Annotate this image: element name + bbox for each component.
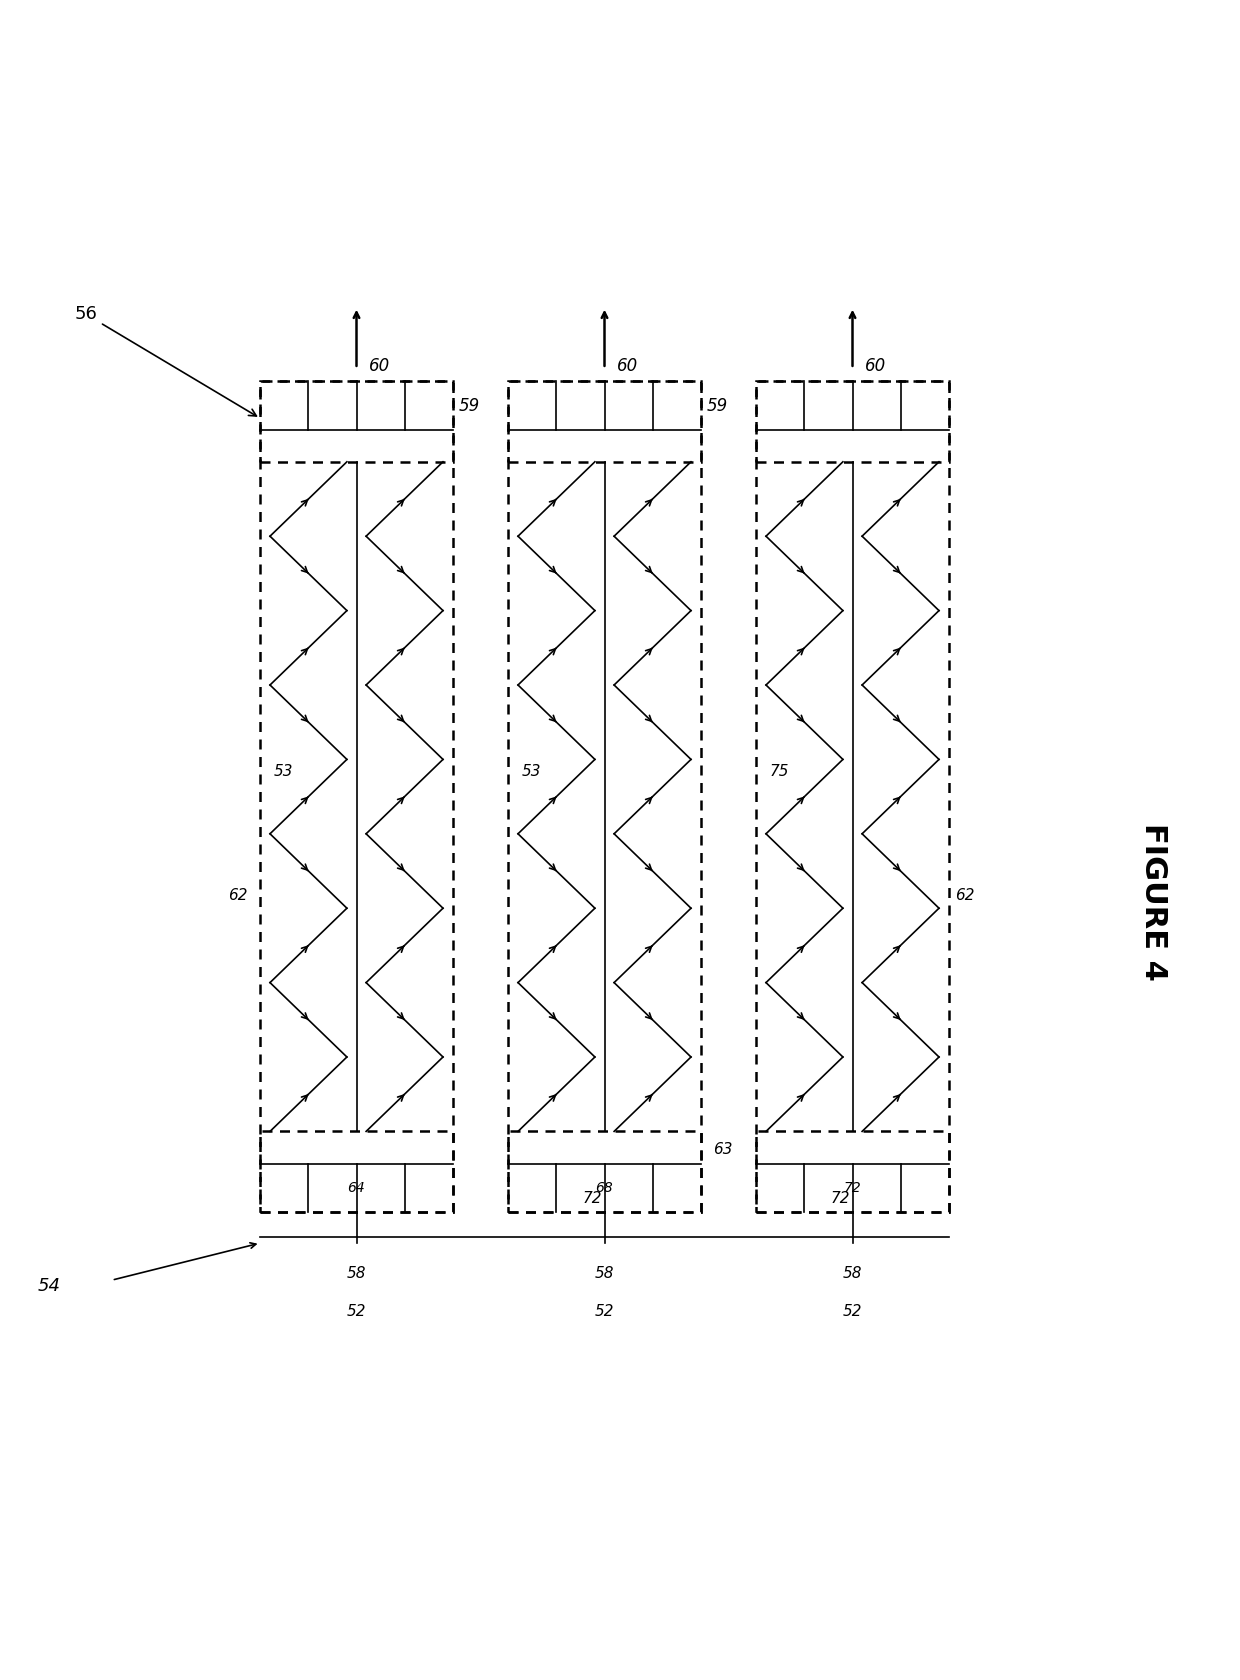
Text: 63: 63 — [713, 1142, 733, 1158]
Text: 62: 62 — [228, 889, 248, 904]
Text: 53: 53 — [522, 764, 541, 780]
Text: 64: 64 — [347, 1181, 366, 1194]
Text: 58: 58 — [843, 1267, 862, 1282]
Text: FIGURE 4: FIGURE 4 — [1138, 823, 1168, 981]
Text: 53: 53 — [274, 764, 293, 780]
Text: 68: 68 — [595, 1181, 614, 1194]
Text: 54: 54 — [38, 1277, 61, 1295]
Text: 58: 58 — [595, 1267, 614, 1282]
Text: 58: 58 — [347, 1267, 366, 1282]
Text: 60: 60 — [370, 356, 391, 375]
Text: 62: 62 — [955, 889, 975, 904]
Text: 60: 60 — [866, 356, 887, 375]
Text: 56: 56 — [74, 306, 257, 417]
Text: 72: 72 — [583, 1191, 601, 1206]
Text: 52: 52 — [595, 1304, 614, 1319]
Text: 60: 60 — [618, 356, 639, 375]
Text: 72: 72 — [843, 1181, 862, 1194]
Text: 59: 59 — [707, 396, 728, 415]
Text: 75: 75 — [770, 764, 789, 780]
Text: 72: 72 — [831, 1191, 849, 1206]
Text: 59: 59 — [459, 396, 480, 415]
Text: 52: 52 — [347, 1304, 366, 1319]
Text: 52: 52 — [843, 1304, 862, 1319]
